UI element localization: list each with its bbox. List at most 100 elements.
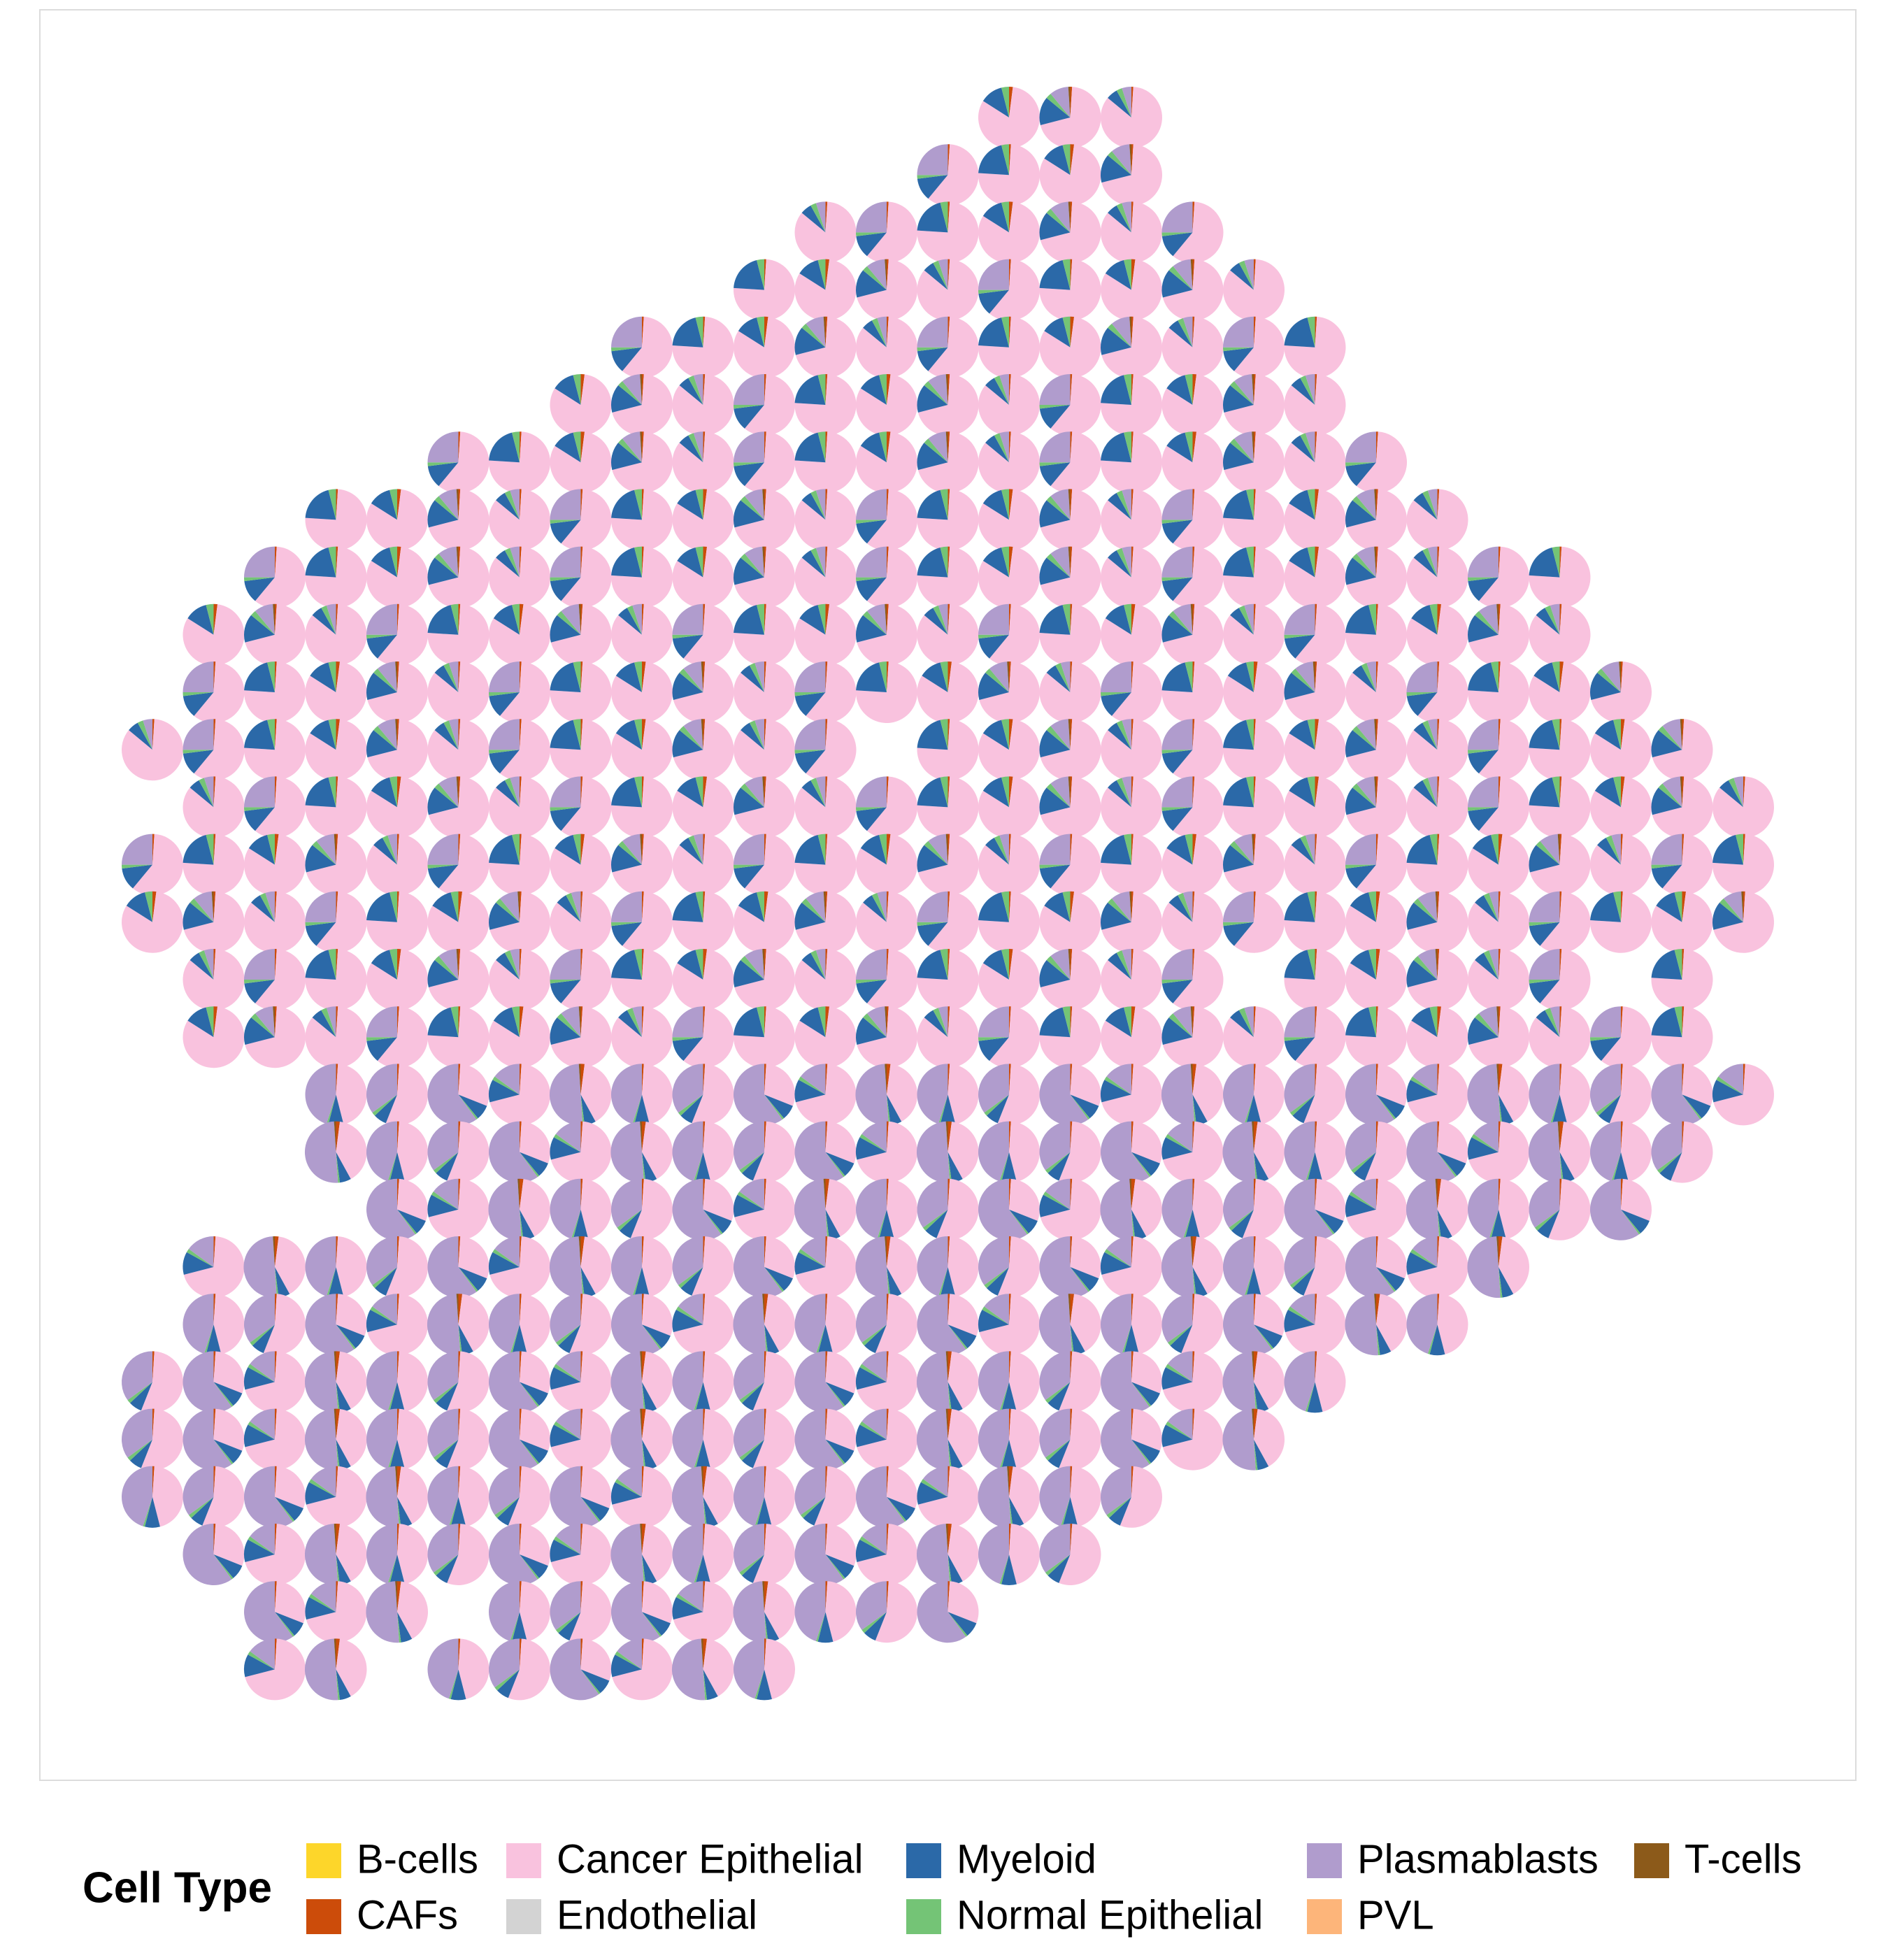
pie-slice <box>377 719 397 750</box>
pie-slice <box>1289 547 1315 578</box>
pie-slice <box>764 661 766 692</box>
pie-slice <box>815 546 826 578</box>
pie-slice <box>1307 949 1315 980</box>
pie-slice <box>245 603 306 666</box>
pie-slice <box>427 1064 477 1126</box>
pie-slice <box>488 1178 522 1240</box>
pie-slice <box>499 891 520 922</box>
spot <box>1222 1178 1285 1240</box>
spot <box>1100 1236 1162 1299</box>
pie-slice <box>703 1408 734 1470</box>
pie-slice <box>427 431 459 463</box>
pie-slice <box>823 316 826 348</box>
pie-slice <box>798 1076 826 1095</box>
pie-slice <box>213 603 218 635</box>
pie-slice <box>1161 1017 1193 1045</box>
pie-slice <box>243 1654 275 1678</box>
pie-slice <box>553 1364 581 1382</box>
spot <box>978 776 1040 838</box>
pie-slice <box>1039 213 1071 241</box>
pie-slice <box>999 1554 1009 1585</box>
pie-slice <box>569 1294 612 1356</box>
pie-slice <box>1413 780 1438 808</box>
spot <box>427 1466 489 1528</box>
pie-slice <box>795 316 857 378</box>
pie-slice <box>823 891 826 922</box>
pie-slice <box>245 1524 306 1586</box>
spot <box>550 1294 612 1356</box>
pie-slice <box>733 1581 766 1643</box>
pie-slice <box>275 949 277 980</box>
pie-slice <box>1100 327 1131 355</box>
pie-slice <box>871 317 887 348</box>
pie-slice <box>132 834 184 896</box>
pie-slice <box>615 1478 642 1497</box>
pie-slice <box>1529 845 1560 873</box>
pie-slice <box>703 1209 732 1233</box>
pie-slice <box>328 719 336 750</box>
pie-slice <box>275 1267 290 1298</box>
pie-slice <box>1529 980 1560 1003</box>
spot <box>1100 891 1162 953</box>
pie-slice <box>252 1324 275 1354</box>
pie-slice <box>213 719 216 750</box>
pie-slice <box>701 1466 703 1497</box>
pie-slice <box>764 1064 795 1106</box>
pie-slice <box>336 1324 365 1349</box>
pie-slice <box>859 1133 887 1152</box>
pie-slice <box>703 891 706 922</box>
pie-slice <box>492 1249 520 1267</box>
pie-slice <box>336 1669 341 1701</box>
pie-slice <box>1039 97 1071 125</box>
spot <box>121 719 183 781</box>
pie-slice <box>1116 778 1131 808</box>
spot <box>855 1064 918 1126</box>
pie-slice <box>1039 374 1071 405</box>
pie-slice <box>1050 87 1071 117</box>
pie-slice <box>928 374 948 405</box>
pie-slice <box>1068 546 1071 578</box>
pie-slice <box>1284 634 1315 659</box>
pie-slice <box>703 1466 734 1524</box>
pie-slice <box>640 431 642 463</box>
pie-slice <box>825 1524 828 1554</box>
spot <box>1284 661 1346 724</box>
pie-slice <box>1045 1439 1071 1461</box>
pie-slice <box>817 1006 826 1038</box>
pie-slice <box>1305 1152 1315 1182</box>
pie-slice <box>701 719 703 750</box>
pie-slice <box>434 783 459 808</box>
pie-slice <box>1070 1267 1090 1292</box>
pie-slice <box>211 891 214 922</box>
pie-slice <box>982 950 1009 980</box>
pie-slice <box>1068 87 1071 117</box>
pie-slice <box>1345 892 1407 953</box>
pie-slice <box>1345 787 1376 815</box>
spot <box>550 546 612 608</box>
pie-slice <box>1590 892 1621 922</box>
pie-slice <box>1468 776 1499 808</box>
pie-slice <box>336 1236 338 1267</box>
pie-slice <box>550 1121 612 1183</box>
pie-slice <box>1254 1121 1258 1152</box>
pie-slice <box>1062 144 1071 176</box>
pie-slice <box>1529 661 1591 724</box>
pie-slice <box>982 87 1009 117</box>
pie-slice <box>1059 1408 1101 1471</box>
pie-slice <box>1437 1178 1442 1210</box>
pie-slice <box>806 719 857 781</box>
pie-slice <box>1045 1152 1071 1173</box>
pie-slice <box>947 1612 968 1637</box>
pie-slice <box>1712 902 1743 930</box>
spot <box>1590 891 1652 953</box>
pie-slice <box>1315 1351 1317 1382</box>
pie-slice <box>213 1294 216 1325</box>
pie-slice <box>550 577 581 601</box>
spot <box>550 1524 612 1586</box>
pie-slice <box>1116 203 1131 233</box>
pie-slice <box>1192 891 1195 922</box>
pie-slice <box>520 1351 550 1394</box>
pie-slice <box>825 1351 828 1382</box>
pie-slice <box>1222 1121 1256 1183</box>
